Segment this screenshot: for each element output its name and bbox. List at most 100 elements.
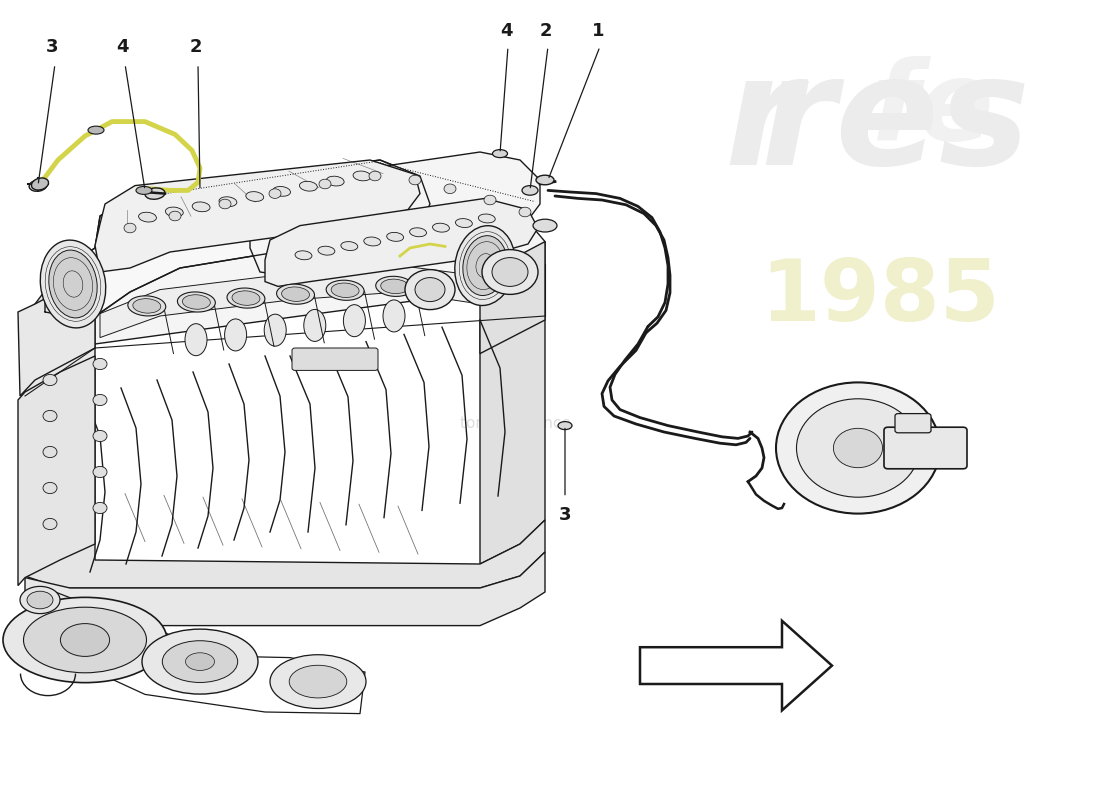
- Ellipse shape: [409, 228, 427, 237]
- Circle shape: [94, 502, 107, 514]
- Ellipse shape: [454, 226, 515, 306]
- Circle shape: [519, 207, 531, 217]
- Polygon shape: [480, 242, 544, 564]
- Ellipse shape: [289, 666, 346, 698]
- Ellipse shape: [185, 324, 207, 356]
- Circle shape: [834, 428, 882, 468]
- Ellipse shape: [383, 300, 405, 332]
- Ellipse shape: [227, 288, 265, 308]
- Text: r: r: [725, 48, 800, 197]
- Polygon shape: [95, 196, 544, 344]
- Ellipse shape: [29, 180, 47, 191]
- Polygon shape: [25, 552, 544, 626]
- Circle shape: [94, 466, 107, 478]
- Ellipse shape: [270, 654, 366, 709]
- Circle shape: [492, 258, 528, 286]
- Ellipse shape: [165, 207, 184, 217]
- Circle shape: [319, 179, 331, 189]
- FancyBboxPatch shape: [884, 427, 967, 469]
- Ellipse shape: [304, 310, 326, 342]
- Circle shape: [43, 518, 57, 530]
- Circle shape: [169, 211, 182, 221]
- Circle shape: [94, 394, 107, 406]
- Circle shape: [43, 410, 57, 422]
- Ellipse shape: [183, 294, 210, 310]
- Ellipse shape: [28, 591, 53, 609]
- Ellipse shape: [364, 237, 381, 246]
- Ellipse shape: [381, 279, 409, 294]
- Polygon shape: [250, 152, 540, 276]
- Ellipse shape: [219, 197, 236, 206]
- Text: 3: 3: [559, 506, 571, 524]
- Polygon shape: [95, 160, 420, 272]
- Ellipse shape: [232, 291, 260, 306]
- Ellipse shape: [276, 284, 315, 304]
- Polygon shape: [45, 160, 430, 320]
- Ellipse shape: [245, 192, 264, 202]
- Ellipse shape: [20, 586, 60, 614]
- Ellipse shape: [41, 240, 106, 328]
- Ellipse shape: [136, 186, 152, 194]
- Ellipse shape: [128, 296, 166, 316]
- Ellipse shape: [432, 223, 450, 232]
- Circle shape: [219, 199, 231, 209]
- Text: tor parts since: tor parts since: [460, 416, 571, 431]
- Text: 2: 2: [189, 38, 202, 56]
- Ellipse shape: [455, 218, 472, 227]
- Circle shape: [776, 382, 940, 514]
- Circle shape: [484, 195, 496, 205]
- Circle shape: [94, 430, 107, 442]
- Circle shape: [43, 482, 57, 494]
- Ellipse shape: [186, 653, 214, 670]
- Ellipse shape: [327, 176, 344, 186]
- Text: 3: 3: [46, 38, 58, 56]
- Circle shape: [94, 358, 107, 370]
- Ellipse shape: [133, 298, 161, 313]
- Ellipse shape: [32, 178, 48, 190]
- Circle shape: [43, 446, 57, 458]
- Ellipse shape: [273, 186, 290, 196]
- Text: 1: 1: [592, 22, 604, 40]
- Circle shape: [444, 184, 456, 194]
- Ellipse shape: [343, 305, 365, 337]
- Ellipse shape: [224, 319, 246, 351]
- Ellipse shape: [387, 233, 404, 242]
- Ellipse shape: [88, 126, 104, 134]
- Ellipse shape: [318, 246, 334, 255]
- Ellipse shape: [478, 214, 495, 223]
- Ellipse shape: [3, 598, 167, 682]
- Text: 4: 4: [116, 38, 129, 56]
- Polygon shape: [480, 242, 544, 354]
- Polygon shape: [265, 198, 538, 286]
- Ellipse shape: [341, 242, 358, 250]
- Circle shape: [368, 171, 381, 181]
- Polygon shape: [100, 266, 480, 338]
- Ellipse shape: [60, 624, 110, 656]
- Circle shape: [796, 398, 920, 497]
- Polygon shape: [25, 250, 95, 576]
- Circle shape: [415, 278, 446, 302]
- Circle shape: [43, 374, 57, 386]
- Polygon shape: [25, 520, 544, 588]
- Circle shape: [124, 223, 136, 233]
- Text: 2: 2: [540, 22, 552, 40]
- Ellipse shape: [192, 202, 210, 212]
- Ellipse shape: [23, 607, 146, 673]
- Circle shape: [482, 250, 538, 294]
- Ellipse shape: [463, 236, 507, 295]
- Ellipse shape: [282, 287, 309, 302]
- Text: 4: 4: [499, 22, 513, 40]
- Circle shape: [270, 189, 280, 198]
- FancyBboxPatch shape: [292, 348, 378, 370]
- Text: res: res: [760, 48, 1030, 197]
- FancyBboxPatch shape: [895, 414, 931, 433]
- Ellipse shape: [558, 422, 572, 430]
- Ellipse shape: [48, 250, 97, 318]
- Ellipse shape: [376, 276, 414, 297]
- Polygon shape: [18, 356, 95, 586]
- Ellipse shape: [353, 171, 371, 181]
- Ellipse shape: [493, 150, 507, 158]
- Circle shape: [405, 270, 455, 310]
- Polygon shape: [18, 272, 95, 396]
- Ellipse shape: [139, 212, 156, 222]
